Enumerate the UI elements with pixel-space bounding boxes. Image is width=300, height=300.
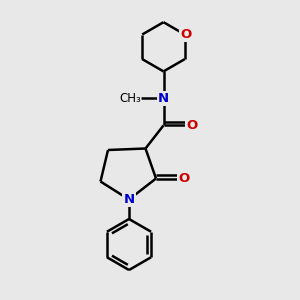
- Text: N: N: [158, 92, 169, 105]
- Text: N: N: [123, 193, 135, 206]
- Text: N: N: [158, 92, 169, 105]
- Text: CH₃: CH₃: [120, 92, 141, 105]
- Text: N: N: [123, 193, 135, 206]
- Text: O: O: [181, 28, 192, 41]
- Text: O: O: [186, 119, 197, 132]
- Text: O: O: [178, 172, 190, 185]
